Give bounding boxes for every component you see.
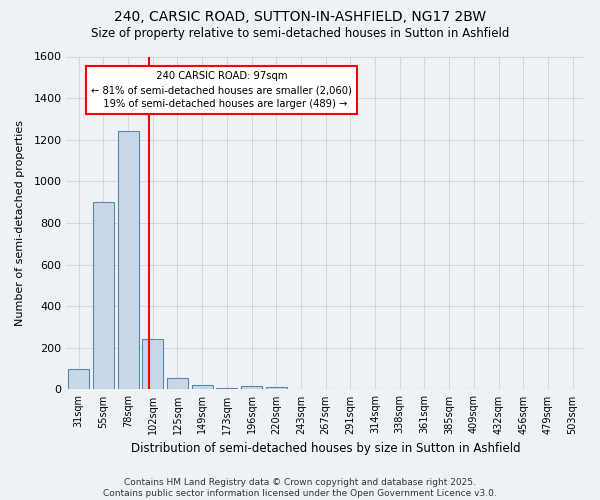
Y-axis label: Number of semi-detached properties: Number of semi-detached properties	[15, 120, 25, 326]
Text: Size of property relative to semi-detached houses in Sutton in Ashfield: Size of property relative to semi-detach…	[91, 28, 509, 40]
Bar	[167, 378, 188, 390]
Bar	[217, 388, 238, 390]
X-axis label: Distribution of semi-detached houses by size in Sutton in Ashfield: Distribution of semi-detached houses by …	[131, 442, 520, 455]
Bar	[266, 388, 287, 390]
Bar	[241, 386, 262, 390]
Bar	[191, 386, 212, 390]
Bar	[142, 340, 163, 390]
Bar	[118, 132, 139, 390]
Bar	[68, 368, 89, 390]
Text: 240 CARSIC ROAD: 97sqm  
← 81% of semi-detached houses are smaller (2,060)
  19%: 240 CARSIC ROAD: 97sqm ← 81% of semi-det…	[91, 72, 352, 110]
Text: Contains HM Land Registry data © Crown copyright and database right 2025.
Contai: Contains HM Land Registry data © Crown c…	[103, 478, 497, 498]
Text: 240, CARSIC ROAD, SUTTON-IN-ASHFIELD, NG17 2BW: 240, CARSIC ROAD, SUTTON-IN-ASHFIELD, NG…	[114, 10, 486, 24]
Bar	[93, 202, 114, 390]
